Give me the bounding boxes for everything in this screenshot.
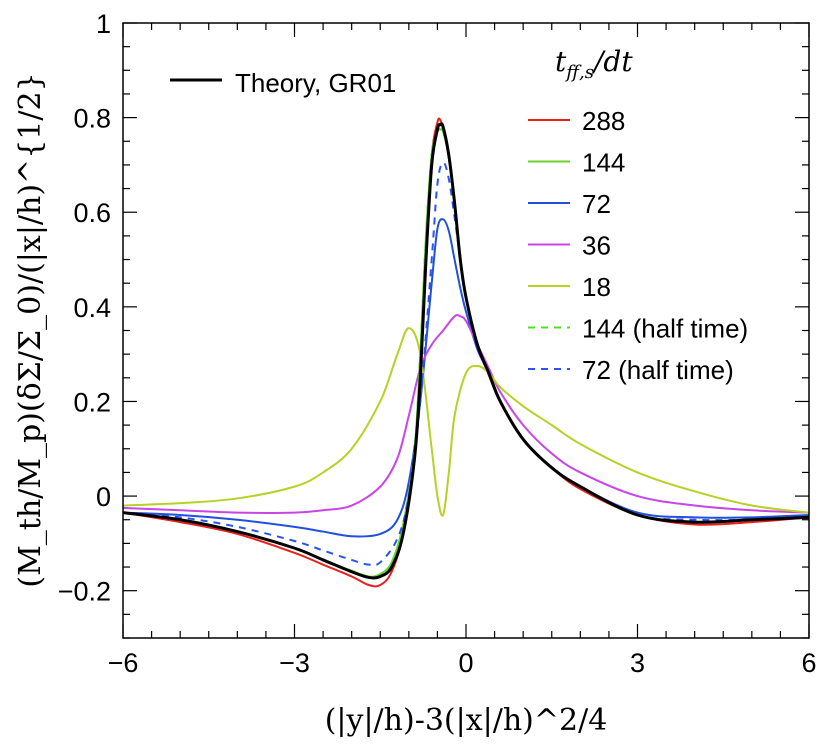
tick-labels: −6 −3 0 3 6−0.200.20.40.60.81 (58, 9, 817, 678)
legend-label: 144 (582, 148, 625, 178)
y-tick-label: 0.6 (73, 198, 111, 228)
plot-frame (122, 22, 810, 639)
legend-label: 72 (582, 189, 611, 219)
legend: Theory, GR01 tff,s/dt 288 144 72 36 18 144 (h… (170, 45, 748, 385)
x-tick-label: 0 (458, 648, 473, 678)
legend-label: 72 (half time) (582, 355, 734, 385)
y-tick-label: 0 (96, 482, 111, 512)
series-line-theory-gr01 (122, 122, 810, 580)
y-tick-label: 0.8 (73, 104, 111, 134)
y-tick-label: 0.4 (73, 293, 111, 323)
legend-title-rest: /dt (591, 45, 633, 78)
x-tick-label: 3 (630, 648, 645, 678)
legend-label: 144 (half time) (582, 314, 748, 344)
x-tick-label: 6 (801, 648, 816, 678)
series-line-18 (122, 327, 810, 517)
series-line-36 (122, 314, 810, 514)
legend-entries: 288 144 72 36 18 144 (half time) 72 (half time… (528, 106, 748, 385)
legend-label: 36 (582, 231, 611, 261)
x-tick-label: −6 (108, 648, 139, 678)
legend-title-t: t (555, 45, 567, 78)
x-tick-label: −3 (279, 648, 310, 678)
y-tick-label: −0.2 (58, 577, 111, 607)
legend-label: 288 (582, 106, 625, 136)
y-axis-label: (M_th/M_p)(δΣ/Σ_0)/(|x|/h)^{1/2} (13, 72, 48, 587)
y-tick-label: 0.2 (73, 387, 111, 417)
x-axis-label: (|y|/h)-3(|x|/h)^2/4 (325, 703, 608, 738)
series-lines (122, 117, 810, 588)
y-tick-label: 1 (96, 9, 111, 39)
legend-title: tff,s/dt (555, 45, 633, 83)
series-line-144-half-time- (122, 128, 810, 578)
legend-label: 18 (582, 272, 611, 302)
legend-label-theory: Theory, GR01 (235, 68, 396, 98)
series-line-144 (122, 128, 810, 578)
series-line-288 (122, 117, 810, 588)
legend-title-sub: ff,s (564, 62, 594, 83)
